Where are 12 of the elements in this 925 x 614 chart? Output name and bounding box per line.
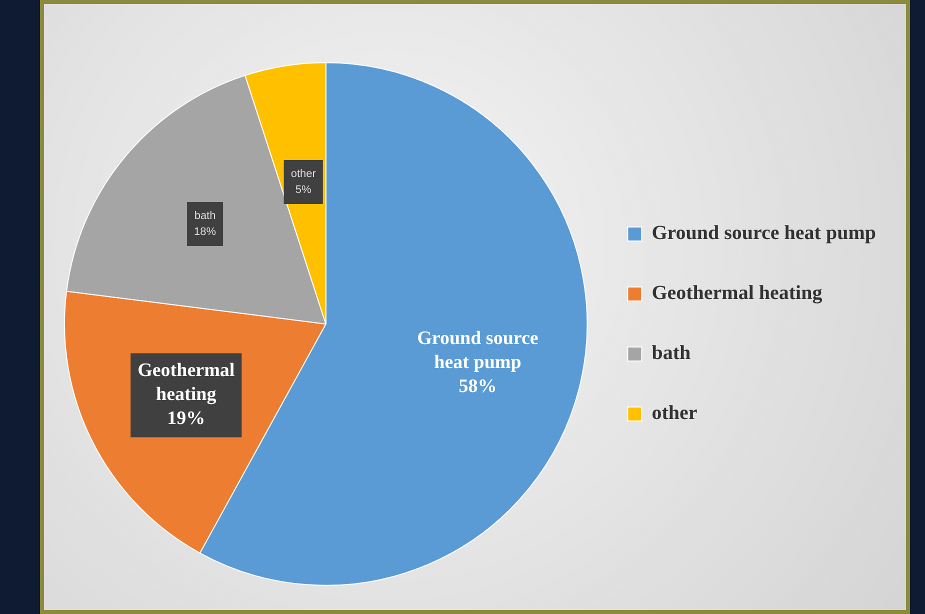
data-label: 19%	[167, 408, 206, 430]
slice-label: other	[290, 168, 316, 180]
slice-label: Geothermal heating	[138, 360, 235, 406]
data-label: 5%	[295, 184, 312, 196]
legend-label: other	[652, 402, 698, 424]
slice-label: Ground source heat pump	[417, 328, 538, 373]
slice-label: bath	[194, 210, 216, 222]
legend-label: Geothermal heating	[652, 282, 822, 304]
legend-label: Ground source heat pump	[652, 222, 876, 244]
data-label: 18%	[194, 226, 216, 238]
data-label: 58%	[458, 376, 497, 397]
legend-label: bath	[652, 342, 691, 364]
